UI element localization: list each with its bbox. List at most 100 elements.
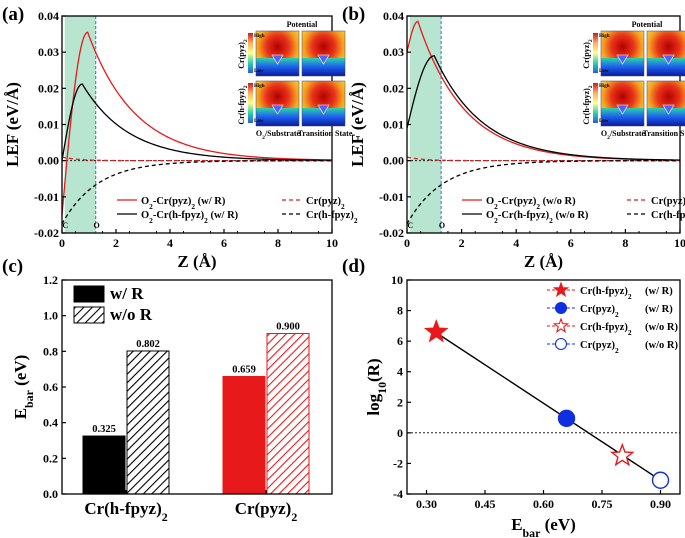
y-axis-label: log10(R) xyxy=(364,358,389,415)
inset-row-label-1-part-1: 2 xyxy=(588,39,594,42)
legend-entry-1-part-0: Cr(pyz) xyxy=(580,304,615,315)
y-tick-label: 4 xyxy=(397,365,403,379)
x-axis-label: Ebar (eV) xyxy=(511,515,576,538)
y-axis-label-part-2: (R) xyxy=(364,358,383,382)
legend-condition-1: (w/ R) xyxy=(645,304,673,315)
y-tick-label: 0.6 xyxy=(43,380,58,394)
series-line-3 xyxy=(61,160,332,225)
inset-row-label-1-part-1: 2 xyxy=(243,39,249,42)
legend-entry-0-part-4: (w/ R) xyxy=(195,196,226,207)
y-tick-label: 0 xyxy=(397,426,403,440)
potential-map-border xyxy=(646,30,685,77)
inset-col-label-1: O2/Substrate xyxy=(601,129,646,141)
panel-label: (a) xyxy=(2,4,24,25)
marker-o: O xyxy=(439,221,445,230)
potential-map-1 xyxy=(301,30,346,77)
scale-high-label: High xyxy=(254,84,265,89)
legend-entry-1-part-3: 2 xyxy=(549,216,553,225)
adsorbate-icon xyxy=(662,54,675,65)
y-tick-label: -0.01 xyxy=(379,190,404,204)
x-tick-label: 4 xyxy=(513,236,519,250)
legend-entry-1: w/o R xyxy=(110,305,153,324)
legend-entry-0-part-1: 2 xyxy=(149,202,153,211)
adsorbate-icon xyxy=(616,54,629,65)
x-axis-label: Z (Å) xyxy=(524,252,563,271)
scale-low-label: Low xyxy=(599,119,609,124)
series-line-3 xyxy=(406,160,680,225)
adsorbate-icon xyxy=(317,104,330,115)
panel-b: 0 2 4 6 8 10 -0.02 -0.01 0.00 0.01 0.02 0.03 0.04 Z (… xyxy=(342,4,685,271)
y-tick-label: 0.02 xyxy=(383,81,404,95)
y-axis-label-part-0: E xyxy=(11,408,30,419)
legend-entry-0-part-1: 2 xyxy=(628,292,632,301)
x-tick-label: 10 xyxy=(326,236,338,250)
x-tick-label: 8 xyxy=(275,236,281,250)
marker-o: O xyxy=(93,221,99,230)
y-axis-label-part-1: 10 xyxy=(375,382,389,394)
series-line-2 xyxy=(406,156,680,162)
adsorbate-icon xyxy=(616,104,629,115)
y-tick-label: 1.0 xyxy=(43,309,58,323)
adsorbate-icon xyxy=(271,104,284,115)
inset-row-label-1: Cr(pyz)2 xyxy=(237,39,249,69)
legend-entry-3-part-0: Cr(h-fpyz) xyxy=(651,210,685,221)
legend-entry-0: O2-Cr(pyz)2 (w/ R) xyxy=(141,196,226,211)
x-tick-label: 8 xyxy=(622,236,628,250)
inset-col-label-1-part-2: /Substrate xyxy=(264,129,301,138)
legend-entry-1: O2-Cr(h-fpyz)2 (w/o R) xyxy=(486,210,589,225)
legend-entry-1-part-4: (w/ R) xyxy=(208,210,239,221)
legend-entry-3-part-1: 2 xyxy=(615,346,619,355)
potential-map-0 xyxy=(600,30,645,77)
legend-entry-3: Cr(h-fpyz)2 xyxy=(651,210,685,225)
legend-entry-3-part-0: Cr(pyz) xyxy=(580,340,615,351)
legend-entry-2-part-1: 2 xyxy=(341,202,345,211)
adsorbate-icon xyxy=(317,54,330,65)
legend-entry-0-part-0: Cr(h-fpyz) xyxy=(580,286,628,297)
y-tick-label: 6 xyxy=(397,334,403,348)
legend-entry-0: Cr(h-fpyz)2 xyxy=(580,286,632,301)
inset-col-label-1-part-0: O xyxy=(256,129,262,138)
category-label: Cr(pyz)2 xyxy=(235,499,298,524)
y-tick-label: 0.01 xyxy=(383,118,404,132)
panel-c: 0.325 0.802 0.659 0.900 0.0 0.2 0.4 0.6 0.8 1.0 1.… xyxy=(2,256,333,524)
scale-high-label: High xyxy=(599,84,610,89)
inset-row-label-1: Cr(pyz)2 xyxy=(582,39,594,69)
legend-marker xyxy=(552,281,570,297)
y-tick-label: -4 xyxy=(393,487,403,501)
potential-map-border xyxy=(646,80,685,127)
legend-entry-3-part-0: Cr(h-fpyz) xyxy=(306,210,354,221)
series-line-0 xyxy=(61,31,333,215)
y-axis-label-part-0: log xyxy=(364,393,383,415)
bar-1 xyxy=(126,350,170,495)
panel-label: (d) xyxy=(342,256,365,277)
bar-value-label: 0.325 xyxy=(92,424,116,435)
color-scale-bar xyxy=(248,83,253,123)
y-tick-label: 0.01 xyxy=(38,118,59,132)
potential-map-border xyxy=(255,30,300,77)
legend-marker xyxy=(552,317,570,333)
y-tick-label: -2 xyxy=(393,456,403,470)
legend-marker xyxy=(554,301,568,315)
adsorbate-icon xyxy=(271,54,284,65)
plot-frame xyxy=(406,279,681,495)
category-label: Cr(h-fpyz)2 xyxy=(84,499,167,524)
legend-entry-1-part-1: 2 xyxy=(494,216,498,225)
inset-col-label-1-part-1: 2 xyxy=(607,135,610,141)
x-axis-label-part-1: bar xyxy=(523,526,542,538)
bar-value-label: 0.659 xyxy=(232,364,256,375)
legend-entry-2: Cr(h-fpyz)2 xyxy=(580,322,632,337)
data-point-1 xyxy=(557,409,576,428)
bar-2 xyxy=(222,375,266,495)
potential-map-border xyxy=(600,30,645,77)
x-tick-label: 0.75 xyxy=(592,497,613,511)
x-tick-label: 0 xyxy=(404,236,410,250)
marker-c: C xyxy=(407,221,413,230)
legend-entry-1-part-0: O xyxy=(486,210,494,221)
inset-row-label-2-part-0: Cr(h-fpyz) xyxy=(582,88,591,125)
y-tick-label: 0.02 xyxy=(38,81,59,95)
color-scale-bar xyxy=(593,83,598,123)
potential-map-3 xyxy=(646,80,685,127)
potential-map-border xyxy=(301,30,346,77)
y-axis-label: LEF (eV/Å) xyxy=(348,82,367,167)
